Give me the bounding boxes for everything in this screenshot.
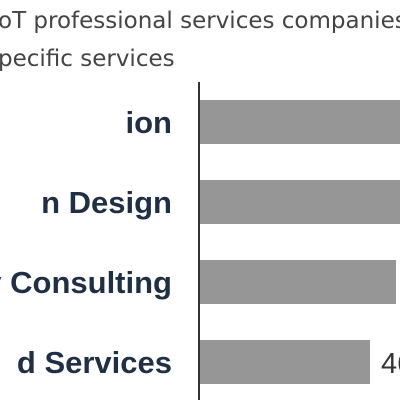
category-label-2: y Consulting [0, 265, 172, 300]
bar-2 [200, 260, 396, 304]
chart-subtitle-line-2: pecific services [0, 46, 175, 72]
bar-0 [200, 100, 400, 144]
bar-1 [200, 180, 400, 224]
bar-3 [200, 340, 370, 384]
category-label-3: d Services [17, 345, 172, 380]
value-label-3: 46 [381, 348, 400, 380]
chart-subtitle-line-1: oT professional services companies [0, 8, 400, 34]
category-label-1: n Design [41, 185, 172, 220]
category-label-0: ion [126, 105, 173, 140]
